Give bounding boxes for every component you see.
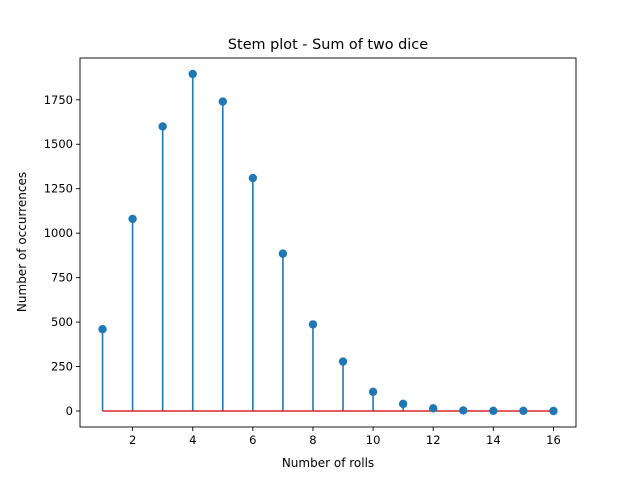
stem-marker [398,399,408,409]
stem-marker [549,406,558,416]
stem-marker [459,406,468,415]
stem-marker [489,406,498,416]
axes: 2 4 6 8 10 12 14 16 0 250 500 750 1000 1250 1500 1750 [44,57,577,447]
y-tick-label: 500 [51,315,73,329]
chart-title: Stem plot - Sum of two dice [228,37,428,53]
stem-marker [308,320,318,329]
plot-frame [79,57,577,428]
stem-marker [519,406,528,416]
stem-marker [158,122,167,131]
x-tick-label: 16 [546,433,561,447]
x-axis-label: Number of rolls [282,456,374,470]
y-tick-label: 1500 [44,137,73,151]
x-tick-label: 8 [309,433,316,447]
y-tick-label: 1000 [44,226,73,240]
stem-marker [278,249,288,258]
stem-marker [248,173,258,183]
stem-marker [98,324,107,334]
y-tick-label: 1250 [44,182,73,196]
x-tick-label: 12 [426,433,441,447]
x-tick-label: 6 [249,433,256,447]
x-tick-label: 10 [366,433,381,447]
y-tick-label: 1750 [44,93,73,107]
stem-marker [128,214,137,224]
stem-marker [368,387,378,396]
y-tick-label: 250 [51,360,73,374]
x-tick-label: 4 [189,433,196,447]
y-tick-label: 750 [51,271,73,285]
stem-marker [429,404,438,413]
stem-marker [338,357,348,366]
x-tick-label: 2 [129,433,136,447]
x-tick-label: 14 [486,433,501,447]
y-axis-label: Number of occurrences [15,172,29,312]
chart-marks [98,69,558,416]
stem-marker [218,97,227,106]
stem-marker [188,69,197,79]
y-tick-label: 0 [66,404,73,418]
